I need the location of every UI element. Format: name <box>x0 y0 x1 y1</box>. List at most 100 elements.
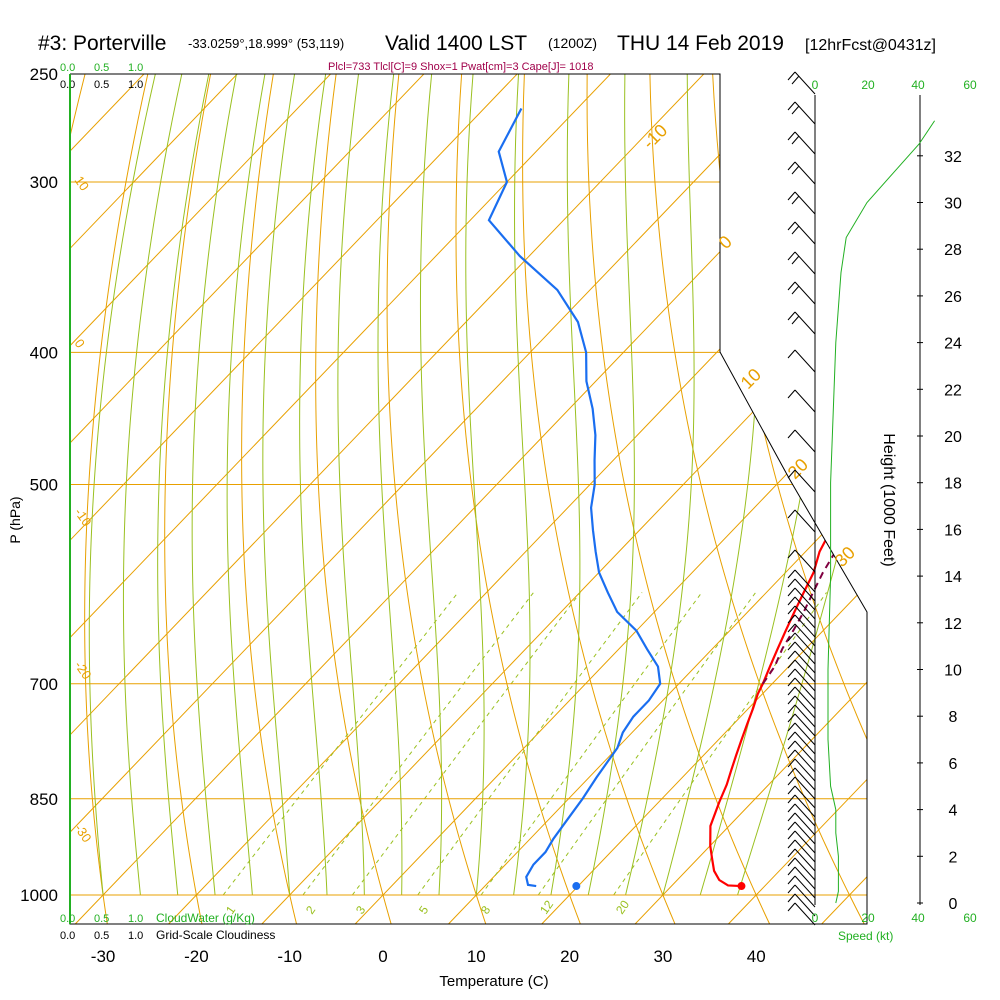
parcel-profile <box>761 101 867 685</box>
cloudwater-scale-tick: 0.0 <box>60 62 75 74</box>
wind-barb <box>787 839 816 863</box>
wind-barb <box>787 251 816 275</box>
dry-adiabat-line <box>241 74 297 924</box>
dry-adiabat-line <box>711 74 867 924</box>
wind-barb <box>787 71 816 95</box>
isotherm-line <box>70 74 635 924</box>
height-axis-label: Height (1000 Feet) <box>880 433 897 566</box>
mixing-ratio-label: 12 <box>537 897 556 916</box>
speed-tick-label: 20 <box>861 911 875 925</box>
dry-adiabat-line <box>315 74 392 924</box>
wind-barb <box>787 668 816 692</box>
wind-barb <box>787 578 816 602</box>
dry-adiabat-line <box>164 74 216 924</box>
dry-adiabat-line <box>649 74 865 924</box>
isotherm-line <box>70 74 355 924</box>
speed-axis-label: Speed (kt) <box>838 929 893 943</box>
wind-barb <box>787 902 816 926</box>
pressure-tick-label: 1000 <box>20 886 58 905</box>
wind-barb <box>787 677 816 701</box>
wind-barb <box>787 659 816 683</box>
wind-barb <box>787 614 816 638</box>
wind-barb <box>787 632 816 656</box>
forecast-run: [12hrFcst@0431z] <box>805 37 936 54</box>
dry-adiabat-label: 10 <box>737 365 765 393</box>
height-tick-label: 8 <box>949 709 958 726</box>
moist-adiabat-line <box>737 74 867 896</box>
moist-adiabat-line <box>419 74 443 896</box>
height-tick-label: 14 <box>944 569 962 586</box>
isotherm-label: -20 <box>72 658 95 682</box>
wind-barb <box>787 686 816 710</box>
valid-time: Valid 1400 LST <box>385 32 527 55</box>
isotherm-line <box>634 74 867 924</box>
mixing-ratio-line <box>417 592 643 896</box>
cloudwater-scale-tick: 0.5 <box>94 913 109 925</box>
temperature-tick-label: 20 <box>560 947 579 966</box>
temperature-tick-label: -30 <box>91 947 116 966</box>
wind-barb <box>787 101 816 125</box>
speed-tick-label: 60 <box>963 78 977 92</box>
wind-barb <box>787 587 816 611</box>
isotherm-line <box>354 74 867 924</box>
height-tick-label: 6 <box>949 756 958 773</box>
wind-barb <box>787 429 816 453</box>
temperature-tick-label: -10 <box>277 947 302 966</box>
mixing-ratio-label: 20 <box>613 897 632 916</box>
moist-adiabat-line <box>587 74 635 896</box>
wind-barb <box>787 857 816 881</box>
dry-adiabat-label: 20 <box>784 455 812 483</box>
height-tick-label: 10 <box>944 663 962 680</box>
station-title: #3: Porterville <box>38 32 166 55</box>
cloudwater-label: CloudWater (g/Kg) <box>156 911 255 925</box>
cloudiness-scale-tick: 0.0 <box>60 930 75 942</box>
speed-tick-label: 20 <box>861 78 875 92</box>
wind-barb <box>787 830 816 854</box>
dry-adiabat-line <box>455 74 581 924</box>
wind-barb <box>787 469 816 493</box>
wind-barb <box>787 722 816 746</box>
mixing-ratio-label: 3 <box>353 903 368 917</box>
temperature-tick-label: 30 <box>653 947 672 966</box>
diagram-border <box>69 73 868 925</box>
moist-adiabat-line <box>262 74 300 896</box>
pressure-tick-label: 400 <box>30 343 58 362</box>
wind-barb <box>787 731 816 755</box>
isotherm-line <box>70 74 728 924</box>
dry-adiabat-line <box>522 74 676 924</box>
wind-barb <box>787 161 816 185</box>
mixing-ratio-line <box>302 592 534 896</box>
isotherm-line <box>261 74 867 924</box>
mixing-ratio-line <box>351 592 581 896</box>
moist-adiabat-line <box>625 74 695 896</box>
isotherm-line <box>75 74 867 924</box>
moist-adiabat-line <box>191 74 242 896</box>
mixing-ratio-line <box>537 592 757 896</box>
isotherm-line <box>168 74 867 924</box>
y-axis-label: P (hPa) <box>7 496 23 543</box>
wind-barb <box>787 893 816 917</box>
wind-barb <box>787 641 816 665</box>
cloudiness-label: Grid-Scale Cloudiness <box>156 928 275 942</box>
cloudiness-scale-tick: 0.0 <box>60 79 75 91</box>
moist-adiabat-line <box>157 74 215 896</box>
temperature-tick-label: 0 <box>378 947 387 966</box>
wind-barb <box>787 884 816 908</box>
height-tick-label: 22 <box>944 382 962 399</box>
isotherm-label: 0 <box>72 336 88 351</box>
station-coords: -33.0259°,18.999° (53,119) <box>188 36 344 51</box>
wind-barb <box>787 311 816 335</box>
wind-barb <box>787 749 816 773</box>
cloudwater-scale-tick: 1.0 <box>128 913 143 925</box>
cloudiness-scale-tick: 0.5 <box>94 930 109 942</box>
isotherm-line <box>70 74 541 924</box>
wind-barb <box>787 569 816 593</box>
height-tick-label: 16 <box>944 522 962 539</box>
cloudwater-scale-tick: 0.0 <box>60 913 75 925</box>
wind-barb <box>787 767 816 791</box>
dry-adiabat-line <box>386 74 487 924</box>
wind-barb <box>787 848 816 872</box>
moist-adiabat-line <box>337 74 365 896</box>
cloudwater-scale-tick: 0.5 <box>94 62 109 74</box>
